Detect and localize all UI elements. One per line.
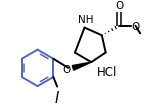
Text: O: O <box>132 22 140 31</box>
Text: I: I <box>55 91 59 106</box>
Polygon shape <box>72 63 91 71</box>
Text: NH: NH <box>78 15 93 25</box>
Text: O: O <box>62 64 70 74</box>
Text: O: O <box>115 1 123 11</box>
Text: HCl: HCl <box>96 66 117 79</box>
